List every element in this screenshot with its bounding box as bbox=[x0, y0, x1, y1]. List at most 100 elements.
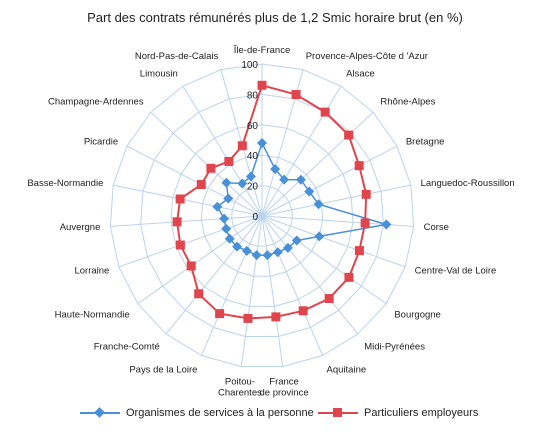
category-label-3: Rhône-Alpes bbox=[380, 96, 435, 107]
spoke-21 bbox=[182, 85, 263, 217]
radar-grid bbox=[109, 63, 415, 368]
tick-label-20: 20 bbox=[247, 182, 259, 193]
point-0-14 bbox=[232, 241, 243, 252]
spoke-2 bbox=[261, 85, 342, 217]
spoke-9 bbox=[261, 215, 359, 335]
point-0-5 bbox=[313, 199, 324, 210]
spoke-11 bbox=[261, 215, 284, 367]
category-label-0: Île-de-France bbox=[233, 45, 291, 56]
spoke-10 bbox=[261, 215, 324, 356]
point-0-19 bbox=[223, 193, 234, 204]
spoke-7 bbox=[261, 215, 406, 268]
category-label-4: Bretagne bbox=[406, 136, 445, 147]
point-1-20 bbox=[206, 163, 216, 173]
point-1-5 bbox=[361, 189, 371, 199]
category-label-19: Picardie bbox=[84, 136, 118, 147]
point-0-4 bbox=[304, 186, 315, 197]
spoke-15 bbox=[137, 215, 263, 305]
spoke-12 bbox=[240, 215, 263, 367]
point-0-11 bbox=[262, 250, 273, 261]
point-0-18 bbox=[212, 201, 223, 212]
category-label-21: Limousin bbox=[140, 69, 178, 80]
point-1-0 bbox=[257, 80, 267, 90]
legend-item-particuliers: Particuliers employeurs bbox=[318, 406, 478, 420]
category-label-11: France de province bbox=[259, 376, 308, 398]
tick-label-0: 0 bbox=[252, 212, 258, 223]
legend-item-organismes: Organismes de services à la personne bbox=[80, 406, 314, 420]
category-label-7: Centre-Val de Loire bbox=[415, 265, 497, 276]
series-layer bbox=[172, 80, 392, 323]
spoke-16 bbox=[118, 215, 263, 268]
spoke-4 bbox=[261, 145, 398, 217]
legend: Organismes de services à la personne Par… bbox=[0, 406, 550, 430]
category-label-6: Corse bbox=[424, 222, 449, 233]
point-0-13 bbox=[241, 245, 252, 256]
category-label-22: Nord-Pas-de-Calais bbox=[135, 51, 219, 62]
spoke-14 bbox=[165, 215, 263, 335]
grid-ring-100 bbox=[109, 63, 415, 368]
point-1-15 bbox=[186, 261, 196, 271]
category-label-13: Pays de la Loire bbox=[129, 365, 197, 376]
point-0-3 bbox=[295, 174, 306, 185]
legend-swatch-organismes bbox=[80, 406, 120, 420]
point-1-17 bbox=[172, 217, 182, 227]
grid-ring-20 bbox=[231, 185, 293, 247]
point-0-20 bbox=[221, 177, 232, 188]
category-label-9: Midi-Pyrénées bbox=[364, 342, 425, 353]
point-1-14 bbox=[194, 289, 204, 299]
point-1-7 bbox=[354, 246, 364, 256]
category-label-10: Aquitaine bbox=[327, 365, 367, 376]
point-1-12 bbox=[243, 313, 253, 323]
category-label-15: Haute-Normandie bbox=[55, 309, 130, 320]
category-label-8: Bourgogne bbox=[394, 309, 440, 320]
point-0-21 bbox=[237, 178, 248, 189]
chart-title: Part des contrats rémunérés plus de 1,2 … bbox=[87, 10, 463, 25]
point-1-9 bbox=[324, 294, 334, 304]
spoke-3 bbox=[261, 111, 374, 217]
point-1-11 bbox=[271, 312, 281, 322]
point-1-18 bbox=[175, 194, 185, 204]
point-1-22 bbox=[237, 141, 247, 151]
point-0-17 bbox=[219, 213, 230, 224]
grid-ring-60 bbox=[170, 124, 354, 307]
point-1-6 bbox=[360, 218, 370, 228]
point-1-19 bbox=[196, 180, 206, 190]
spoke-19 bbox=[126, 145, 263, 217]
legend-swatch-particuliers bbox=[318, 406, 358, 420]
spoke-13 bbox=[200, 215, 263, 356]
category-label-14: Franche-Comté bbox=[94, 342, 160, 353]
grid-ring-40 bbox=[200, 154, 324, 277]
point-0-12 bbox=[251, 250, 262, 261]
point-0-9 bbox=[282, 242, 293, 253]
spoke-8 bbox=[261, 215, 387, 305]
legend-label-particuliers: Particuliers employeurs bbox=[364, 407, 479, 419]
point-0-0 bbox=[257, 138, 267, 149]
point-0-16 bbox=[221, 223, 232, 234]
point-1-8 bbox=[344, 272, 354, 282]
point-1-13 bbox=[215, 309, 225, 319]
point-1-10 bbox=[298, 306, 308, 316]
spoke-5 bbox=[261, 184, 411, 217]
category-label-16: Lorraine bbox=[74, 265, 109, 276]
category-labels: Île-de-France Provence-Alpes-Côte d 'Azur… bbox=[27, 45, 514, 398]
legend-label-organismes: Organismes de services à la personne bbox=[126, 407, 314, 419]
spoke-17 bbox=[110, 215, 263, 227]
category-label-20: Champagne-Ardennes bbox=[48, 96, 144, 107]
point-0-22 bbox=[245, 171, 256, 182]
category-label-18: Basse-Normandie bbox=[27, 178, 103, 189]
category-label-5: Languedoc-Roussillon bbox=[421, 178, 515, 189]
radial-tick-labels: 0 20 40 60 80 100 bbox=[241, 60, 258, 223]
point-0-8 bbox=[291, 235, 302, 246]
point-0-1 bbox=[270, 164, 281, 175]
point-1-16 bbox=[175, 240, 185, 250]
point-0-15 bbox=[224, 233, 235, 244]
category-label-17: Auvergne bbox=[60, 222, 101, 233]
tick-label-100: 100 bbox=[241, 60, 258, 71]
series-0 bbox=[212, 138, 392, 261]
radar-spokes bbox=[110, 64, 414, 367]
point-1-3 bbox=[344, 130, 354, 140]
point-1-21 bbox=[224, 156, 234, 166]
point-1-2 bbox=[320, 107, 330, 117]
spoke-18 bbox=[113, 184, 263, 217]
point-1-1 bbox=[291, 90, 301, 100]
